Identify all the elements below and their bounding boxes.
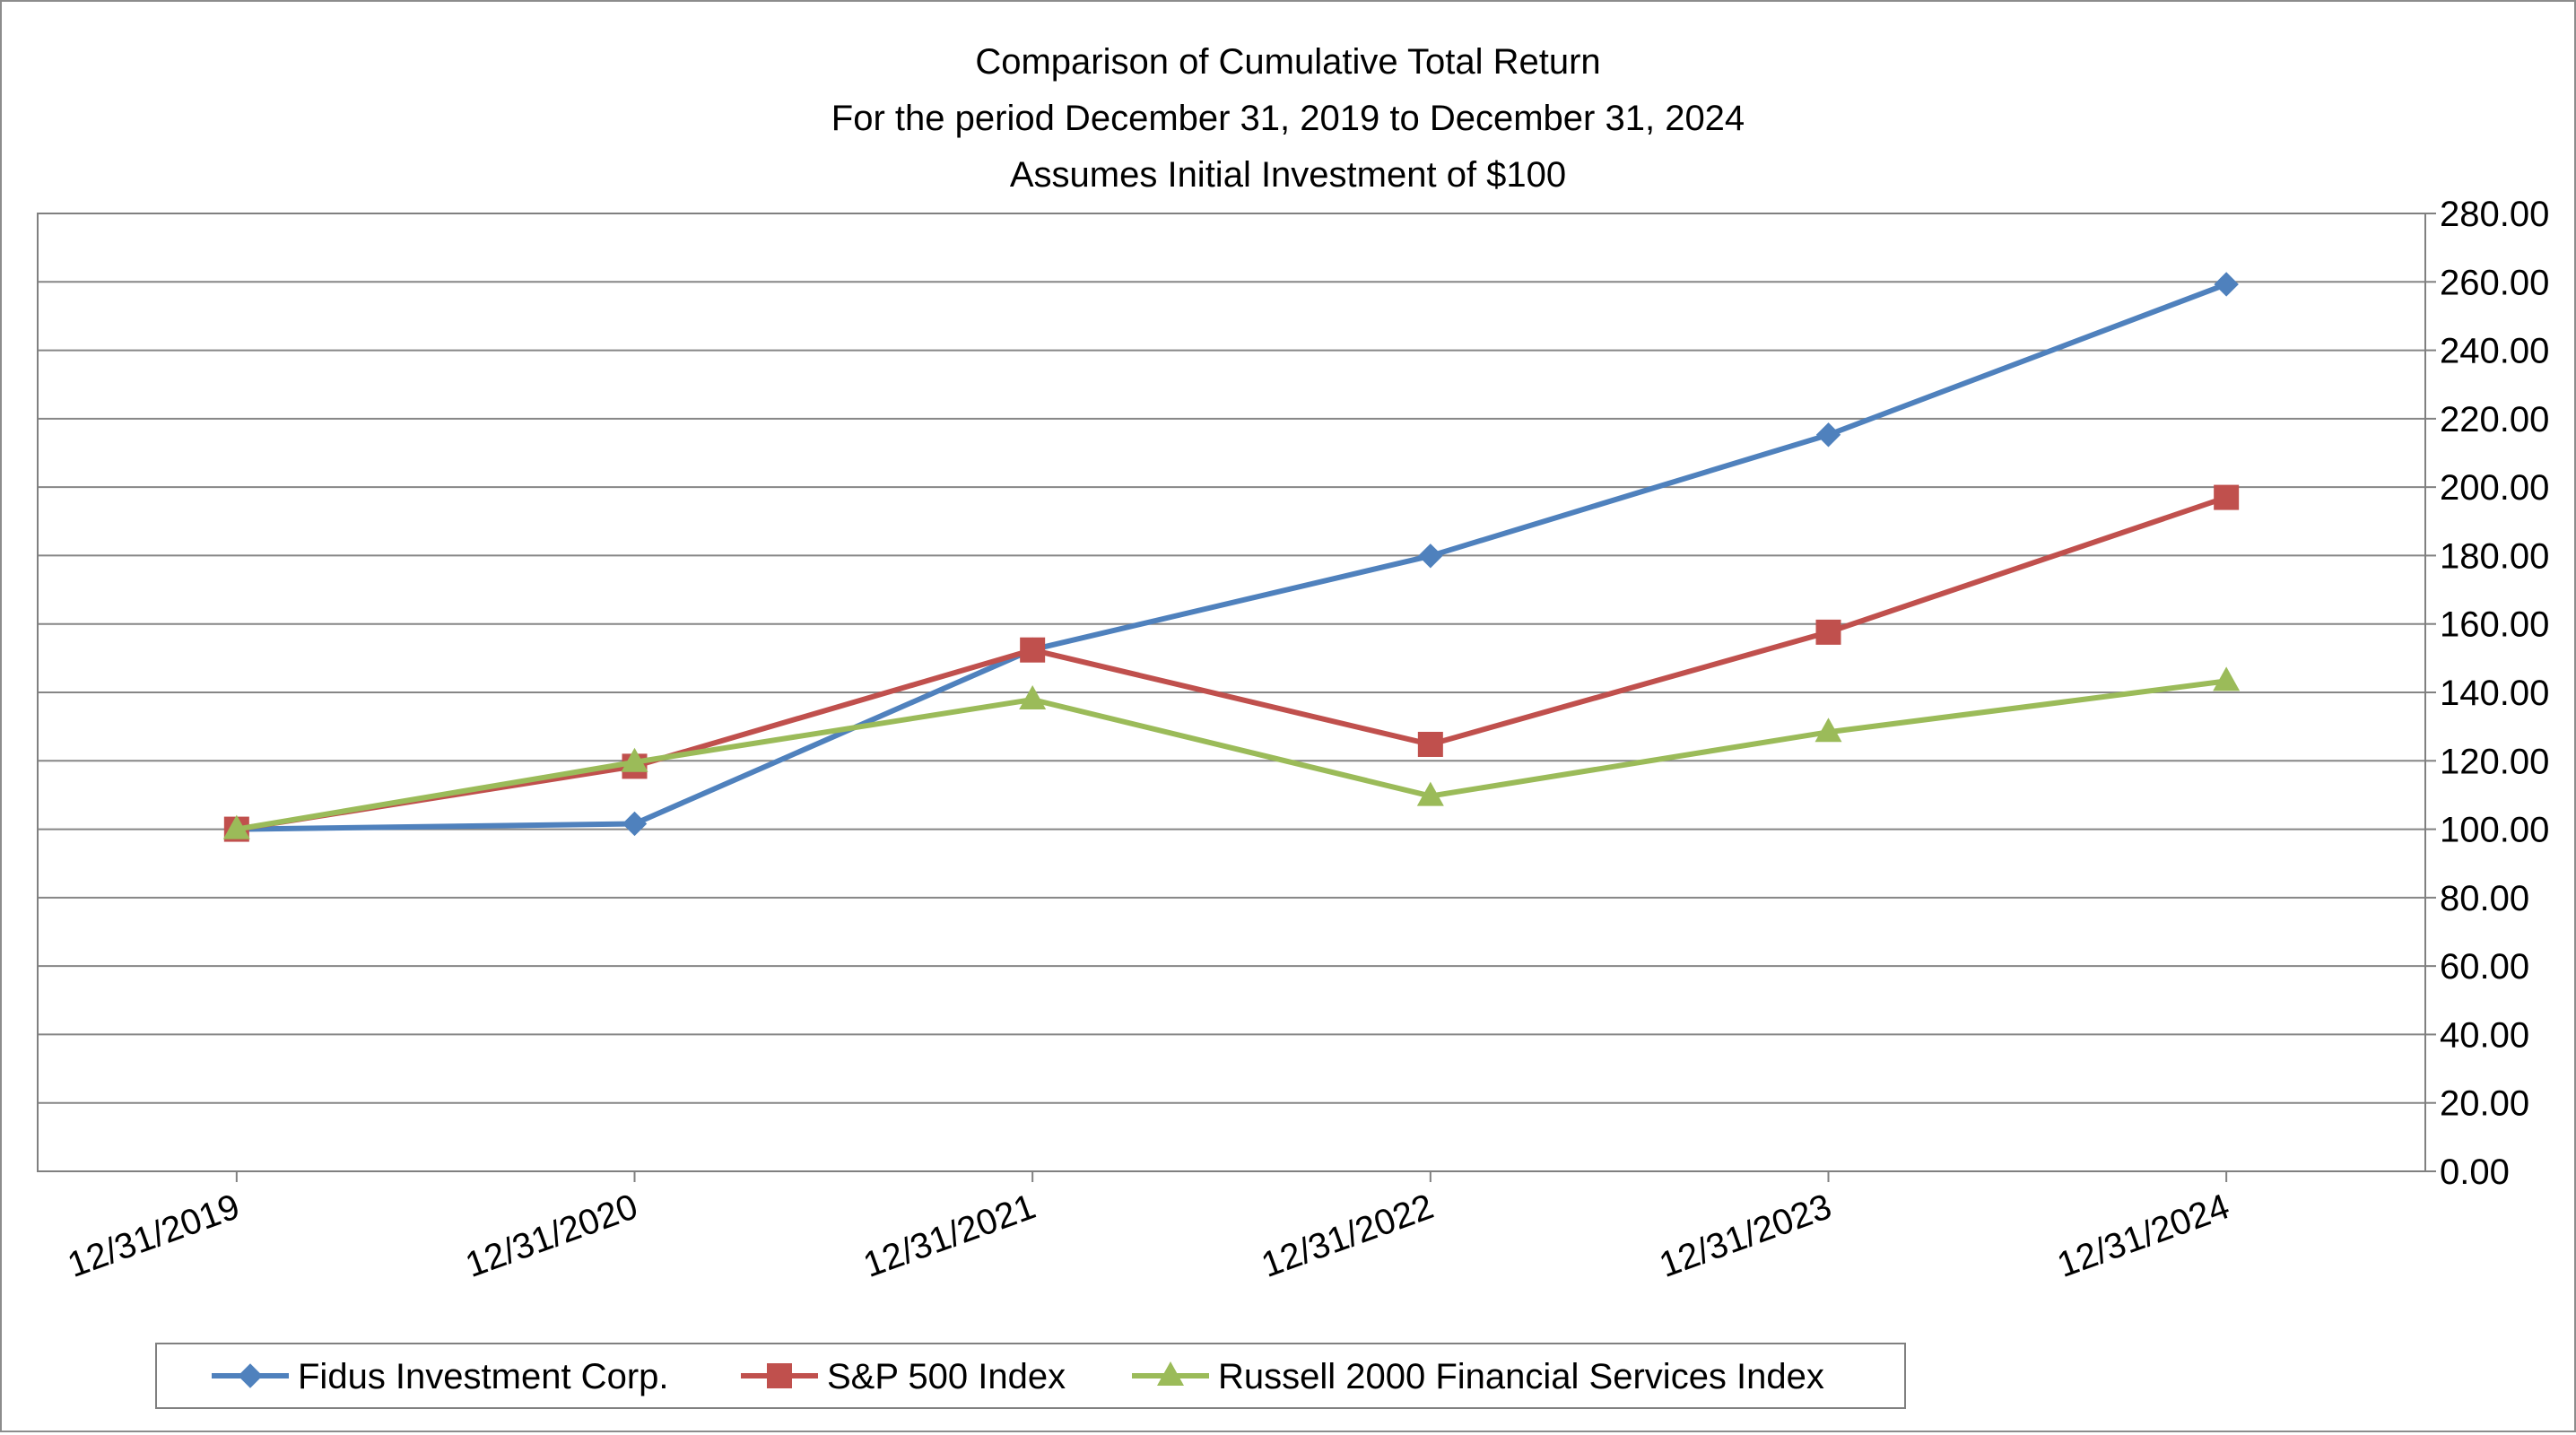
- legend-marker: [238, 1363, 263, 1388]
- chart-title-line-2: For the period December 31, 2019 to Dece…: [831, 99, 1745, 138]
- series-line: [236, 282, 2228, 832]
- series-line: [236, 494, 2228, 832]
- x-tick-label: 12/31/2023: [1654, 1187, 1836, 1285]
- y-tick-label: 20.00: [2440, 1084, 2529, 1124]
- series-2: [223, 484, 2240, 842]
- data-point: [1815, 718, 1842, 743]
- legend-marker: [767, 1363, 792, 1388]
- legend-item: Fidus Investment Corp.: [212, 1357, 669, 1396]
- data-point: [1416, 781, 1444, 806]
- chart-title-line-1: Comparison of Cumulative Total Return: [975, 42, 1600, 82]
- legend-item: S&P 500 Index: [741, 1357, 1066, 1396]
- legend-label: S&P 500 Index: [827, 1357, 1066, 1396]
- y-tick-label: 80.00: [2440, 879, 2529, 918]
- y-tick-label: 240.00: [2440, 332, 2549, 371]
- y-tick-label: 280.00: [2440, 195, 2549, 234]
- data-point: [622, 811, 648, 837]
- data-point: [1815, 422, 1841, 448]
- y-axis: 0.00 20.00 40.00 60.00 80.00 100.00 120.00 140.…: [2425, 195, 2549, 1192]
- y-tick-label: 120.00: [2440, 742, 2549, 781]
- data-point: [2213, 666, 2241, 691]
- chart-title: Comparison of Cumulative Total Return Fo…: [831, 42, 1745, 195]
- series-1: [224, 272, 2239, 842]
- y-tick-label: 100.00: [2440, 811, 2549, 850]
- y-tick-label: 160.00: [2440, 605, 2549, 645]
- series-line: [236, 678, 2227, 832]
- data-point: [2214, 272, 2239, 297]
- y-tick-label: 200.00: [2440, 468, 2549, 508]
- chart-title-line-3: Assumes Initial Investment of $100: [1010, 155, 1566, 195]
- legend-label: Russell 2000 Financial Services Index: [1218, 1357, 1824, 1396]
- data-point: [1020, 637, 1046, 663]
- data-point: [621, 747, 648, 772]
- data-point: [222, 814, 250, 839]
- y-tick-label: 220.00: [2440, 400, 2549, 439]
- data-point: [1418, 544, 1443, 569]
- data-point: [2214, 484, 2240, 510]
- data-point: [1815, 619, 1841, 645]
- y-tick-label: 140.00: [2440, 674, 2549, 713]
- legend-item: Russell 2000 Financial Services Index: [1132, 1357, 1824, 1396]
- series-3: [222, 666, 2241, 839]
- gridlines: [38, 281, 2425, 1104]
- data-point: [1019, 685, 1047, 710]
- x-axis: 12/31/2019 12/31/2020 12/31/2021 12/31/2022…: [63, 1171, 2234, 1285]
- data-point: [1417, 731, 1443, 757]
- legend-label: Fidus Investment Corp.: [298, 1357, 669, 1396]
- y-tick-label: 0.00: [2440, 1152, 2510, 1192]
- legend-box: [155, 1343, 1906, 1409]
- x-tick-label: 12/31/2020: [460, 1187, 642, 1285]
- x-tick-label: 12/31/2021: [858, 1187, 1040, 1285]
- x-tick-label: 12/31/2024: [2052, 1187, 2234, 1285]
- legend-marker: [1157, 1361, 1184, 1386]
- y-tick-label: 40.00: [2440, 1015, 2529, 1055]
- x-tick-label: 12/31/2022: [1257, 1187, 1439, 1285]
- series-lines: [222, 272, 2241, 842]
- y-tick-label: 260.00: [2440, 263, 2549, 302]
- legend: Fidus Investment Corp. S&P 500 Index Russe…: [155, 1343, 1906, 1409]
- x-tick-label: 12/31/2019: [63, 1187, 245, 1285]
- y-tick-label: 60.00: [2440, 947, 2529, 987]
- y-tick-label: 180.00: [2440, 536, 2549, 576]
